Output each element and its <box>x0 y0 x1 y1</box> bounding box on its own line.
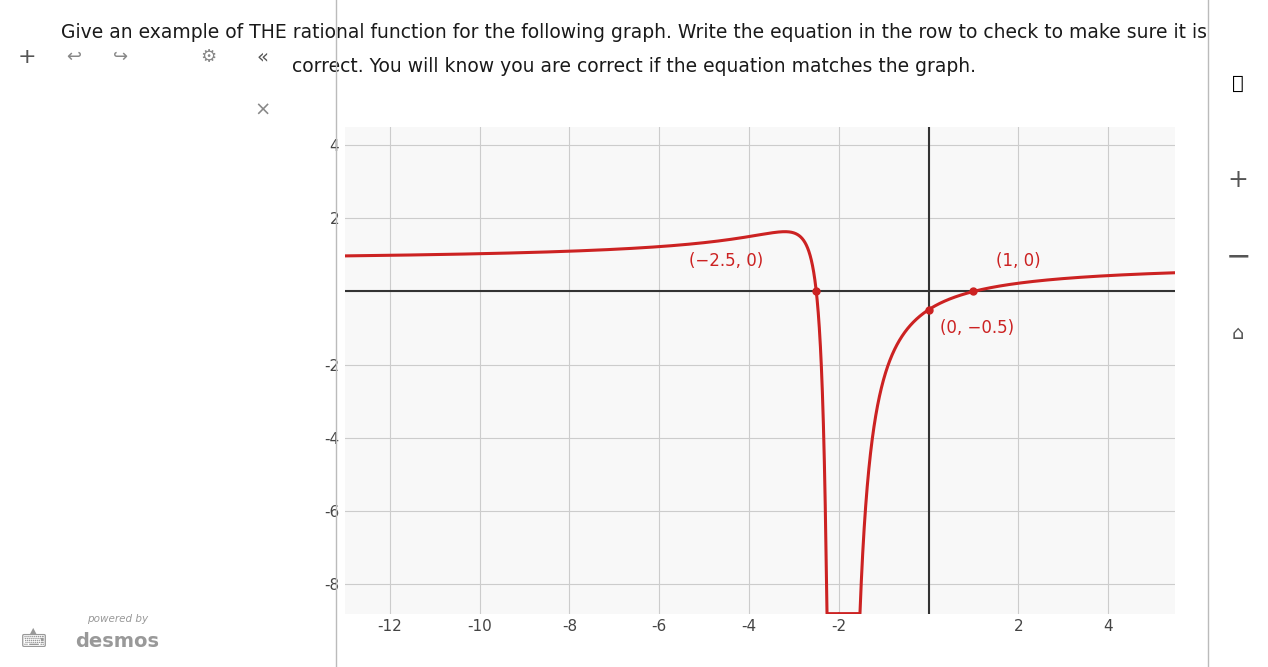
Text: ×: × <box>254 101 270 119</box>
Text: (1, 0): (1, 0) <box>995 251 1041 269</box>
Text: +: + <box>18 47 37 67</box>
Text: ⚙: ⚙ <box>200 48 217 65</box>
Text: (0, −0.5): (0, −0.5) <box>940 319 1014 337</box>
Text: ↪: ↪ <box>113 48 128 65</box>
Text: ↩: ↩ <box>66 48 81 65</box>
Text: 🔧: 🔧 <box>1232 74 1244 93</box>
Text: powered by: powered by <box>87 614 148 624</box>
Text: (−2.5, 0): (−2.5, 0) <box>690 251 763 269</box>
Text: desmos: desmos <box>76 632 160 651</box>
Text: +: + <box>1227 168 1249 192</box>
Text: ⌨: ⌨ <box>20 633 47 650</box>
Text: −: − <box>1225 242 1252 271</box>
Text: correct. You will know you are correct if the equation matches the graph.: correct. You will know you are correct i… <box>292 57 976 75</box>
Text: ⌂: ⌂ <box>1232 324 1244 343</box>
Text: Give an example of THE rational function for the following graph. Write the equa: Give an example of THE rational function… <box>61 23 1207 42</box>
Text: ▲: ▲ <box>30 626 37 635</box>
Text: «: « <box>256 47 268 66</box>
